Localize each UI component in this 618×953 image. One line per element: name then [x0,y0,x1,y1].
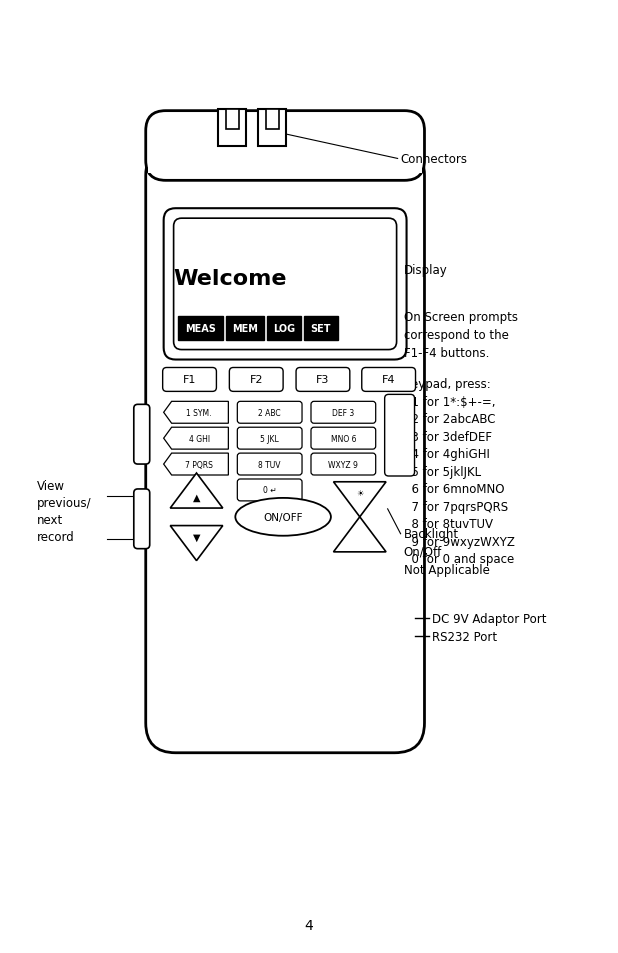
Polygon shape [164,454,229,476]
Text: ▼: ▼ [193,532,200,542]
Polygon shape [170,474,223,509]
Text: SET: SET [311,323,331,334]
Text: ON/OFF: ON/OFF [263,513,303,522]
Polygon shape [334,517,386,553]
FancyBboxPatch shape [311,402,376,424]
Bar [226,110,239,130]
FancyBboxPatch shape [133,490,150,549]
Text: F3: F3 [316,375,329,385]
FancyBboxPatch shape [384,395,415,476]
Text: Connectors: Connectors [400,152,468,166]
Text: 1 SYM.: 1 SYM. [187,408,212,417]
Text: ☀: ☀ [356,489,363,497]
Text: MNO 6: MNO 6 [331,435,356,443]
Bar [226,316,265,340]
FancyBboxPatch shape [163,368,216,392]
FancyBboxPatch shape [174,219,397,350]
Polygon shape [170,526,223,561]
Text: 7 PQRS: 7 PQRS [185,460,213,469]
Text: 5 JKL: 5 JKL [260,435,279,443]
Bar [177,316,223,340]
FancyBboxPatch shape [164,209,407,360]
Text: MEAS: MEAS [185,323,216,334]
Polygon shape [164,428,229,450]
Bar [148,144,423,174]
Text: F1: F1 [183,375,197,385]
FancyBboxPatch shape [296,368,350,392]
FancyBboxPatch shape [146,147,425,753]
Polygon shape [334,482,386,517]
Bar [267,316,301,340]
Bar [258,110,286,148]
Text: 4 GHI: 4 GHI [188,435,210,443]
FancyBboxPatch shape [133,405,150,464]
Text: 0 ↵: 0 ↵ [263,486,276,495]
Bar [304,316,338,340]
Text: 4: 4 [305,918,313,932]
FancyBboxPatch shape [146,112,425,181]
FancyBboxPatch shape [311,428,376,450]
Text: View
previous/
next
record: View previous/ next record [37,479,92,543]
Text: RS232 Port: RS232 Port [433,630,497,643]
Text: Display: Display [404,264,447,277]
Bar [266,110,279,130]
Polygon shape [164,402,229,424]
Text: MEM: MEM [232,323,258,334]
FancyBboxPatch shape [362,368,415,392]
Text: F4: F4 [382,375,396,385]
Text: DC 9V Adaptor Port: DC 9V Adaptor Port [433,612,547,625]
Text: Keypad, press:
  1 for 1*:$+-=,
  2 for 2abcABC
  3 for 3defDEF
  4 for 4ghiGHI
: Keypad, press: 1 for 1*:$+-=, 2 for 2abc… [404,378,514,566]
Text: DEF 3: DEF 3 [332,408,355,417]
FancyBboxPatch shape [311,454,376,476]
Ellipse shape [235,498,331,537]
Text: 8 TUV: 8 TUV [258,460,281,469]
FancyBboxPatch shape [237,479,302,501]
Text: F2: F2 [250,375,263,385]
FancyBboxPatch shape [229,368,283,392]
Text: On Screen prompts
correspond to the
F1-F4 buttons.: On Screen prompts correspond to the F1-F… [404,311,517,359]
Bar [218,110,247,148]
FancyBboxPatch shape [237,402,302,424]
FancyBboxPatch shape [237,428,302,450]
Text: WXYZ 9: WXYZ 9 [328,460,358,469]
Text: Welcome: Welcome [174,269,287,289]
Text: 2 ABC: 2 ABC [258,408,281,417]
Text: ▲: ▲ [193,493,200,502]
FancyBboxPatch shape [237,454,302,476]
Text: LOG: LOG [273,323,295,334]
Text: Backlight
On/Off
Not Applicable: Backlight On/Off Not Applicable [404,527,489,577]
